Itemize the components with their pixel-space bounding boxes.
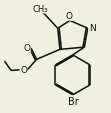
Text: N: N (89, 23, 96, 32)
Text: CH₃: CH₃ (33, 5, 48, 14)
Text: O: O (23, 43, 30, 52)
Text: O: O (66, 12, 73, 21)
Text: Br: Br (68, 96, 78, 106)
Text: O: O (20, 65, 27, 74)
